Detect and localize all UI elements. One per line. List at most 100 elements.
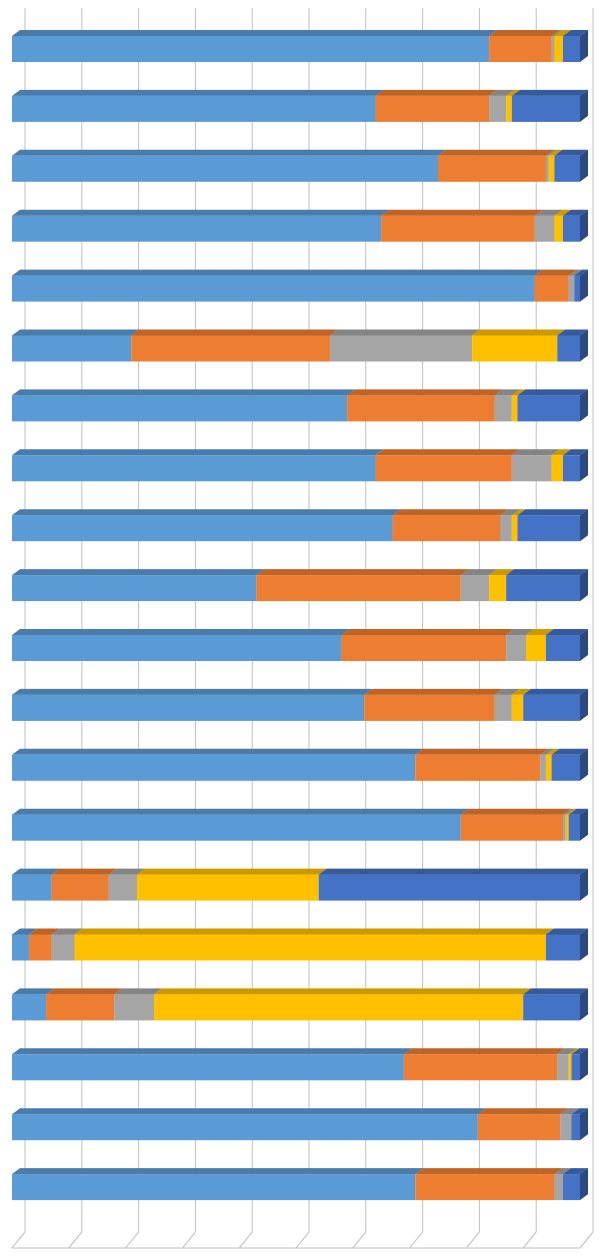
bar-segment	[12, 635, 342, 661]
bar-top	[341, 629, 515, 635]
bar-segment	[330, 335, 473, 362]
bar-segment	[489, 575, 507, 602]
bar-segment	[12, 874, 52, 901]
bar-top	[46, 988, 123, 995]
bar-side	[580, 30, 588, 62]
bar-top	[114, 988, 162, 995]
bar-segment	[511, 395, 518, 422]
bar-top	[554, 1168, 571, 1175]
bar-top	[460, 808, 571, 815]
bar-top	[12, 329, 140, 336]
bar-segment	[534, 275, 569, 302]
bar-segment	[494, 395, 512, 422]
bar-segment	[565, 814, 569, 841]
bar-segment	[131, 335, 331, 362]
bar-top	[415, 748, 549, 755]
bar-segment	[12, 754, 416, 781]
bar-segment	[562, 215, 580, 242]
bar-segment	[108, 874, 137, 901]
bar-segment	[540, 754, 546, 781]
bar-top	[12, 389, 356, 396]
bar-top	[392, 509, 509, 516]
bar-top	[489, 89, 515, 96]
bar-side	[580, 1168, 588, 1201]
bar-top	[545, 928, 588, 935]
bar-top	[381, 209, 543, 216]
bar-segment	[375, 95, 490, 122]
bar-top	[568, 1048, 580, 1055]
bar-top	[571, 1108, 588, 1115]
bar-segment	[554, 155, 580, 182]
bar-top	[318, 868, 588, 875]
tick-mark	[579, 1231, 594, 1249]
bar-segment	[511, 455, 552, 482]
bar-top	[571, 1048, 588, 1055]
bar-side	[580, 868, 588, 901]
bar-segment	[460, 575, 490, 602]
bar-top	[574, 269, 588, 276]
bar-segment	[562, 814, 566, 841]
bar-segment	[12, 694, 365, 721]
bar-segment	[256, 575, 461, 602]
bar-top	[517, 389, 588, 396]
bar-segment	[12, 335, 132, 362]
bar-segment	[534, 215, 555, 242]
bar-top	[511, 509, 526, 516]
bar-segment	[545, 754, 552, 781]
bar-segment	[12, 515, 393, 542]
bar-top	[523, 688, 588, 695]
bar-segment	[415, 754, 541, 781]
bar-top	[562, 808, 574, 815]
bar-top	[12, 1048, 412, 1055]
bar-segment	[571, 1114, 580, 1141]
bar-top	[560, 1108, 580, 1115]
bar-segment	[12, 455, 376, 482]
bar-top	[562, 1168, 588, 1175]
bar-segment	[460, 814, 563, 841]
bar-segment	[554, 215, 563, 242]
bar-top	[375, 449, 520, 456]
bar-side	[580, 569, 588, 602]
bar-side	[580, 928, 588, 961]
bar-top	[12, 30, 498, 36]
bar-top	[12, 808, 469, 815]
bar-segment	[500, 515, 512, 542]
bar-top	[506, 569, 588, 576]
bar-segment	[375, 455, 512, 482]
bar-top	[511, 89, 588, 96]
bar-segment	[489, 95, 507, 122]
bar-top	[347, 389, 503, 396]
bar-segment	[12, 934, 30, 961]
bar-segment	[154, 994, 524, 1021]
bar-top	[511, 449, 560, 456]
bar-side	[580, 329, 588, 362]
bar-top	[548, 149, 563, 156]
bar-top	[12, 688, 373, 695]
bar-top	[526, 629, 554, 635]
bar-top	[506, 89, 520, 96]
bar-top	[74, 928, 554, 935]
tick-mark	[182, 1231, 196, 1249]
bar-top	[364, 688, 503, 695]
bar-top	[545, 629, 588, 635]
bar-side	[580, 688, 588, 721]
bar-top	[472, 329, 566, 336]
bar-top	[545, 748, 560, 755]
bar-top	[557, 1048, 577, 1055]
bar-segment	[392, 515, 501, 542]
bar-top	[511, 389, 526, 396]
bar-segment	[29, 934, 52, 961]
bar-top	[12, 629, 350, 635]
bar-segment	[318, 874, 580, 901]
bar-top	[12, 928, 38, 935]
bar-side	[580, 509, 588, 542]
bar-segment	[438, 155, 546, 182]
bar-segment	[12, 1114, 478, 1141]
bar-segment	[511, 95, 580, 122]
bar-top	[131, 329, 339, 336]
bar-top	[568, 808, 588, 815]
bar-segment	[517, 515, 580, 542]
bar-top	[12, 1168, 424, 1175]
bar-segment	[489, 36, 552, 62]
bar-side	[580, 389, 588, 422]
